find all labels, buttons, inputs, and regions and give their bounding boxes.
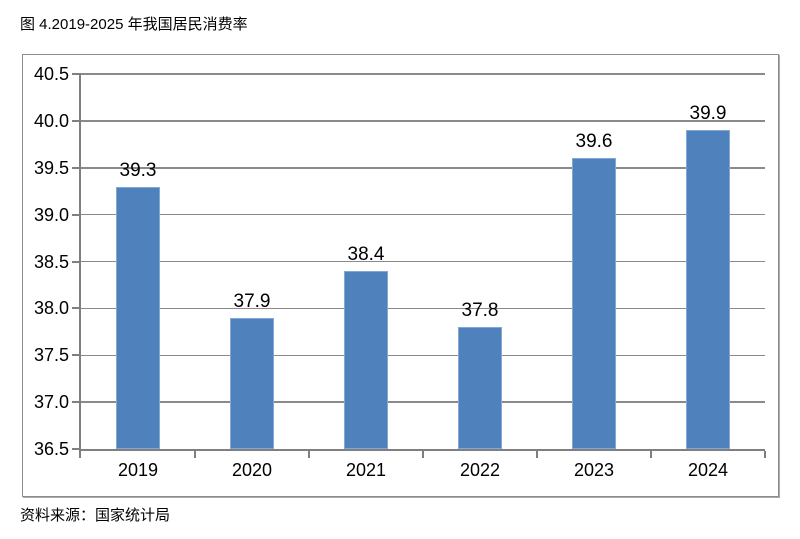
- y-tick: [72, 401, 81, 404]
- bar-value-label: 37.9: [233, 290, 271, 312]
- page-title: 图 4.2019-2025 年我国居民消费率: [20, 16, 248, 33]
- bar-value-label: 38.4: [347, 243, 385, 265]
- x-tick: [308, 451, 310, 458]
- y-tick: [72, 73, 81, 75]
- x-tick: [194, 451, 196, 458]
- x-tick: [422, 451, 424, 458]
- bar: [344, 270, 388, 449]
- x-tick-label: 2023: [573, 460, 615, 480]
- y-tick: [72, 213, 81, 216]
- chart-frame: 40.5 40.0 39.5 39.0 38.5 38.0 37.5 37.0 36.5 39.3…: [22, 54, 779, 497]
- bar: [230, 317, 274, 449]
- bar: [686, 130, 730, 449]
- x-tick: [650, 451, 652, 458]
- y-tick-label: 37.5: [33, 345, 69, 366]
- source-note: 资料来源：国家统计局: [20, 507, 171, 524]
- bar: [116, 186, 160, 449]
- gridline: [81, 307, 765, 310]
- bar-value-label: 39.3: [119, 159, 157, 181]
- y-tick-label: 38.0: [33, 298, 69, 319]
- y-tick-label: 38.5: [33, 251, 69, 272]
- x-tick-label: 2024: [687, 460, 729, 480]
- plot-area: 40.5 40.0 39.5 39.0 38.5 38.0 37.5 37.0 36.5 39.3…: [34, 64, 766, 480]
- gridline: [81, 213, 765, 216]
- x-tick-label: 2021: [345, 460, 387, 480]
- y-tick: [72, 354, 81, 357]
- bar-value-label: 39.9: [689, 103, 727, 125]
- x-tick-label: 2019: [117, 460, 159, 480]
- y-tick: [72, 166, 81, 169]
- x-tick-label: 2020: [231, 460, 273, 480]
- bar: [572, 158, 616, 449]
- x-tick: [79, 451, 81, 458]
- bar-value-label: 39.6: [575, 131, 613, 153]
- y-tick-label: 37.0: [33, 392, 69, 413]
- y-tick: [72, 119, 81, 122]
- y-tick-label: 40.0: [33, 110, 69, 131]
- y-tick: [72, 448, 81, 450]
- y-tick: [72, 260, 81, 263]
- bar-value-label: 37.8: [461, 300, 499, 322]
- gridline: [81, 167, 765, 169]
- y-tick: [72, 307, 81, 310]
- x-tick-label: 2022: [459, 460, 501, 480]
- gridline: [81, 260, 765, 263]
- gridline: [81, 354, 765, 356]
- y-tick-label: 36.5: [33, 439, 69, 459]
- gridline: [81, 401, 765, 403]
- bar: [458, 327, 502, 449]
- x-tick: [764, 451, 766, 458]
- x-tick: [536, 451, 538, 458]
- y-tick-label: 39.5: [33, 157, 69, 178]
- gridline: [81, 73, 765, 75]
- y-tick-label: 40.5: [33, 64, 69, 84]
- y-tick-label: 39.0: [33, 204, 69, 225]
- gridline: [81, 120, 765, 122]
